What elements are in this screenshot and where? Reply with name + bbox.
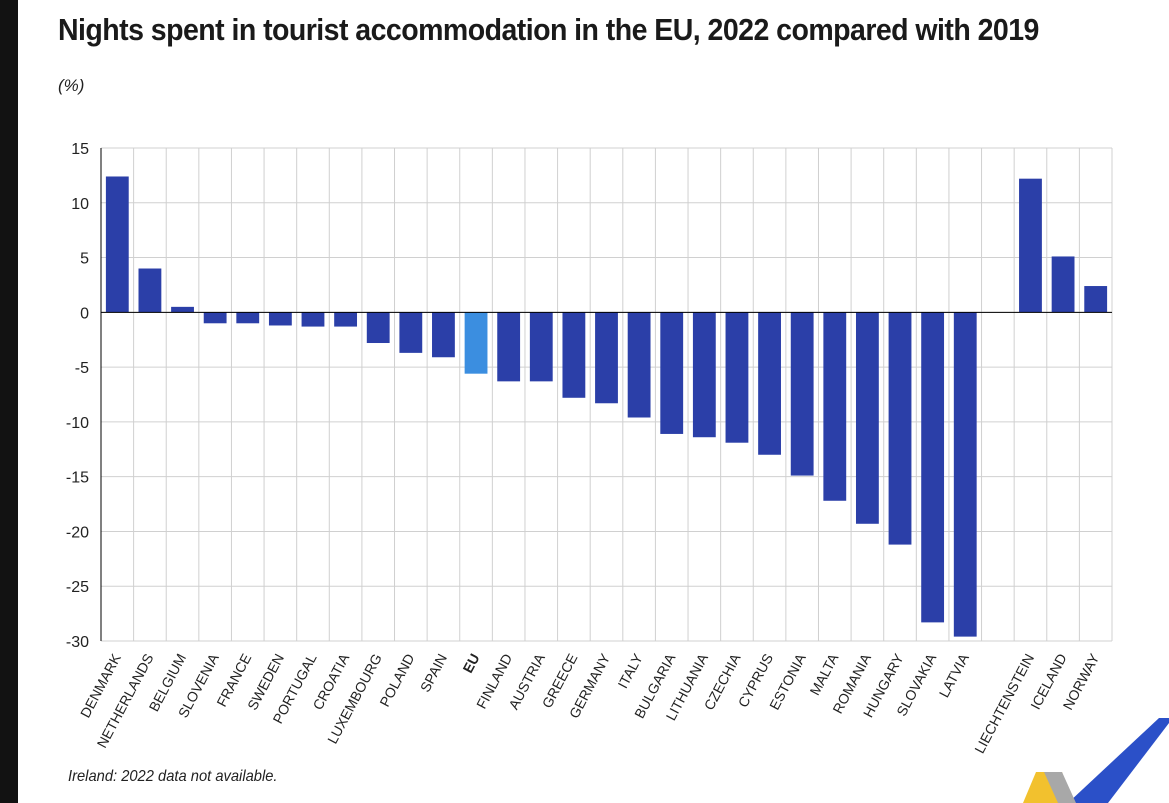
bar-france <box>236 312 260 324</box>
y-tick-label: -25 <box>66 579 89 596</box>
bar-latvia <box>953 312 977 637</box>
bar-denmark <box>105 176 129 313</box>
bar-romania <box>855 312 879 524</box>
bar-luxembourg <box>366 312 390 344</box>
bar-czechia <box>725 312 749 443</box>
bar-netherlands <box>138 268 162 313</box>
bar-spain <box>432 312 455 358</box>
bar-hungary <box>888 312 912 545</box>
y-tick-label: -30 <box>66 634 89 651</box>
eurostat-logo-graphic <box>1023 718 1169 803</box>
y-tick-label: -10 <box>66 415 89 432</box>
bar-eu <box>464 312 488 374</box>
unit-label: (%) <box>58 76 85 95</box>
bar-slovakia <box>921 312 945 623</box>
bar-liechtenstein <box>1019 178 1042 313</box>
bar-slovenia <box>203 312 227 324</box>
bar-italy <box>627 312 651 418</box>
bar-norway <box>1084 286 1108 313</box>
bar-poland <box>399 312 423 353</box>
bar-cyprus <box>758 312 781 455</box>
bar-austria <box>529 312 553 382</box>
chart-card: Nights spent in tourist accommodation in… <box>18 0 1169 803</box>
bar-croatia <box>334 312 358 327</box>
bar-belgium <box>171 306 194 313</box>
footnote: Ireland: 2022 data not available. <box>68 768 278 785</box>
bar-iceland <box>1051 256 1075 313</box>
bars <box>105 176 1108 637</box>
y-tick-label: 15 <box>71 141 89 158</box>
y-tick-label: -5 <box>75 360 89 377</box>
bar-sweden <box>268 312 292 326</box>
y-tick-label: 10 <box>71 196 89 213</box>
bar-chart: 151050-5-10-15-20-25-30DENMARKNETHERLAND… <box>66 141 1113 756</box>
bar-bulgaria <box>660 312 684 434</box>
y-tick-label: 5 <box>80 251 89 268</box>
bar-germany <box>595 312 618 404</box>
y-tick-label: 0 <box>80 305 89 322</box>
bar-lithuania <box>692 312 716 438</box>
chart-title: Nights spent in tourist accommodation in… <box>58 12 1039 47</box>
bar-portugal <box>301 312 325 327</box>
bar-finland <box>497 312 521 382</box>
axes <box>100 148 1112 641</box>
y-tick-label: -15 <box>66 470 89 487</box>
y-tick-label: -20 <box>66 524 89 541</box>
bar-estonia <box>790 312 814 476</box>
bar-greece <box>562 312 586 398</box>
bar-malta <box>823 312 847 501</box>
